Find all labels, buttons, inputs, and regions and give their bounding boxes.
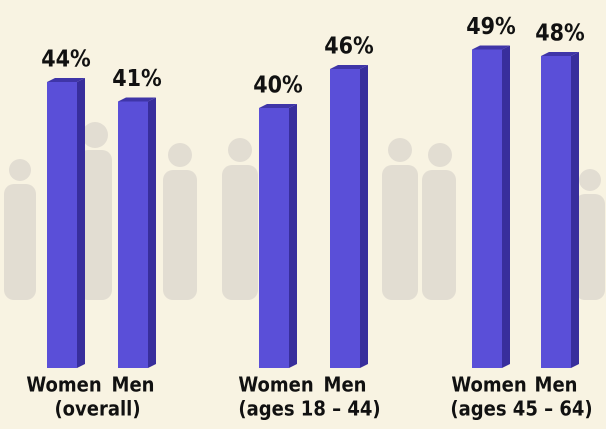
- bar: [47, 82, 77, 368]
- group-label: (ages 45 – 64): [450, 397, 592, 421]
- value-label: 48%: [535, 21, 585, 47]
- bar-side: [360, 65, 368, 368]
- bar: [541, 56, 571, 368]
- bar-side: [77, 78, 85, 368]
- category-label: Men: [535, 373, 578, 397]
- group-label: (overall): [54, 397, 140, 421]
- value-label: 44%: [41, 47, 91, 73]
- bar: [330, 69, 360, 368]
- value-label: 40%: [253, 73, 303, 99]
- value-label: 41%: [112, 66, 162, 92]
- bar-side: [571, 52, 579, 368]
- value-label: 49%: [466, 14, 516, 40]
- category-label: Men: [112, 373, 155, 397]
- chart: 44% Women 41% Men 40% Women 46% Men 49% Women 48% M…: [0, 0, 606, 429]
- category-label: Men: [324, 373, 367, 397]
- group-label: (ages 18 – 44): [238, 397, 380, 421]
- bar: [472, 50, 502, 369]
- bar: [259, 108, 289, 368]
- bar-side: [148, 98, 156, 369]
- value-label: 46%: [324, 34, 374, 60]
- bar-side: [502, 46, 510, 369]
- category-label: Women: [26, 373, 101, 397]
- bar: [118, 102, 148, 369]
- bar-side: [289, 104, 297, 368]
- category-label: Women: [238, 373, 313, 397]
- category-label: Women: [451, 373, 526, 397]
